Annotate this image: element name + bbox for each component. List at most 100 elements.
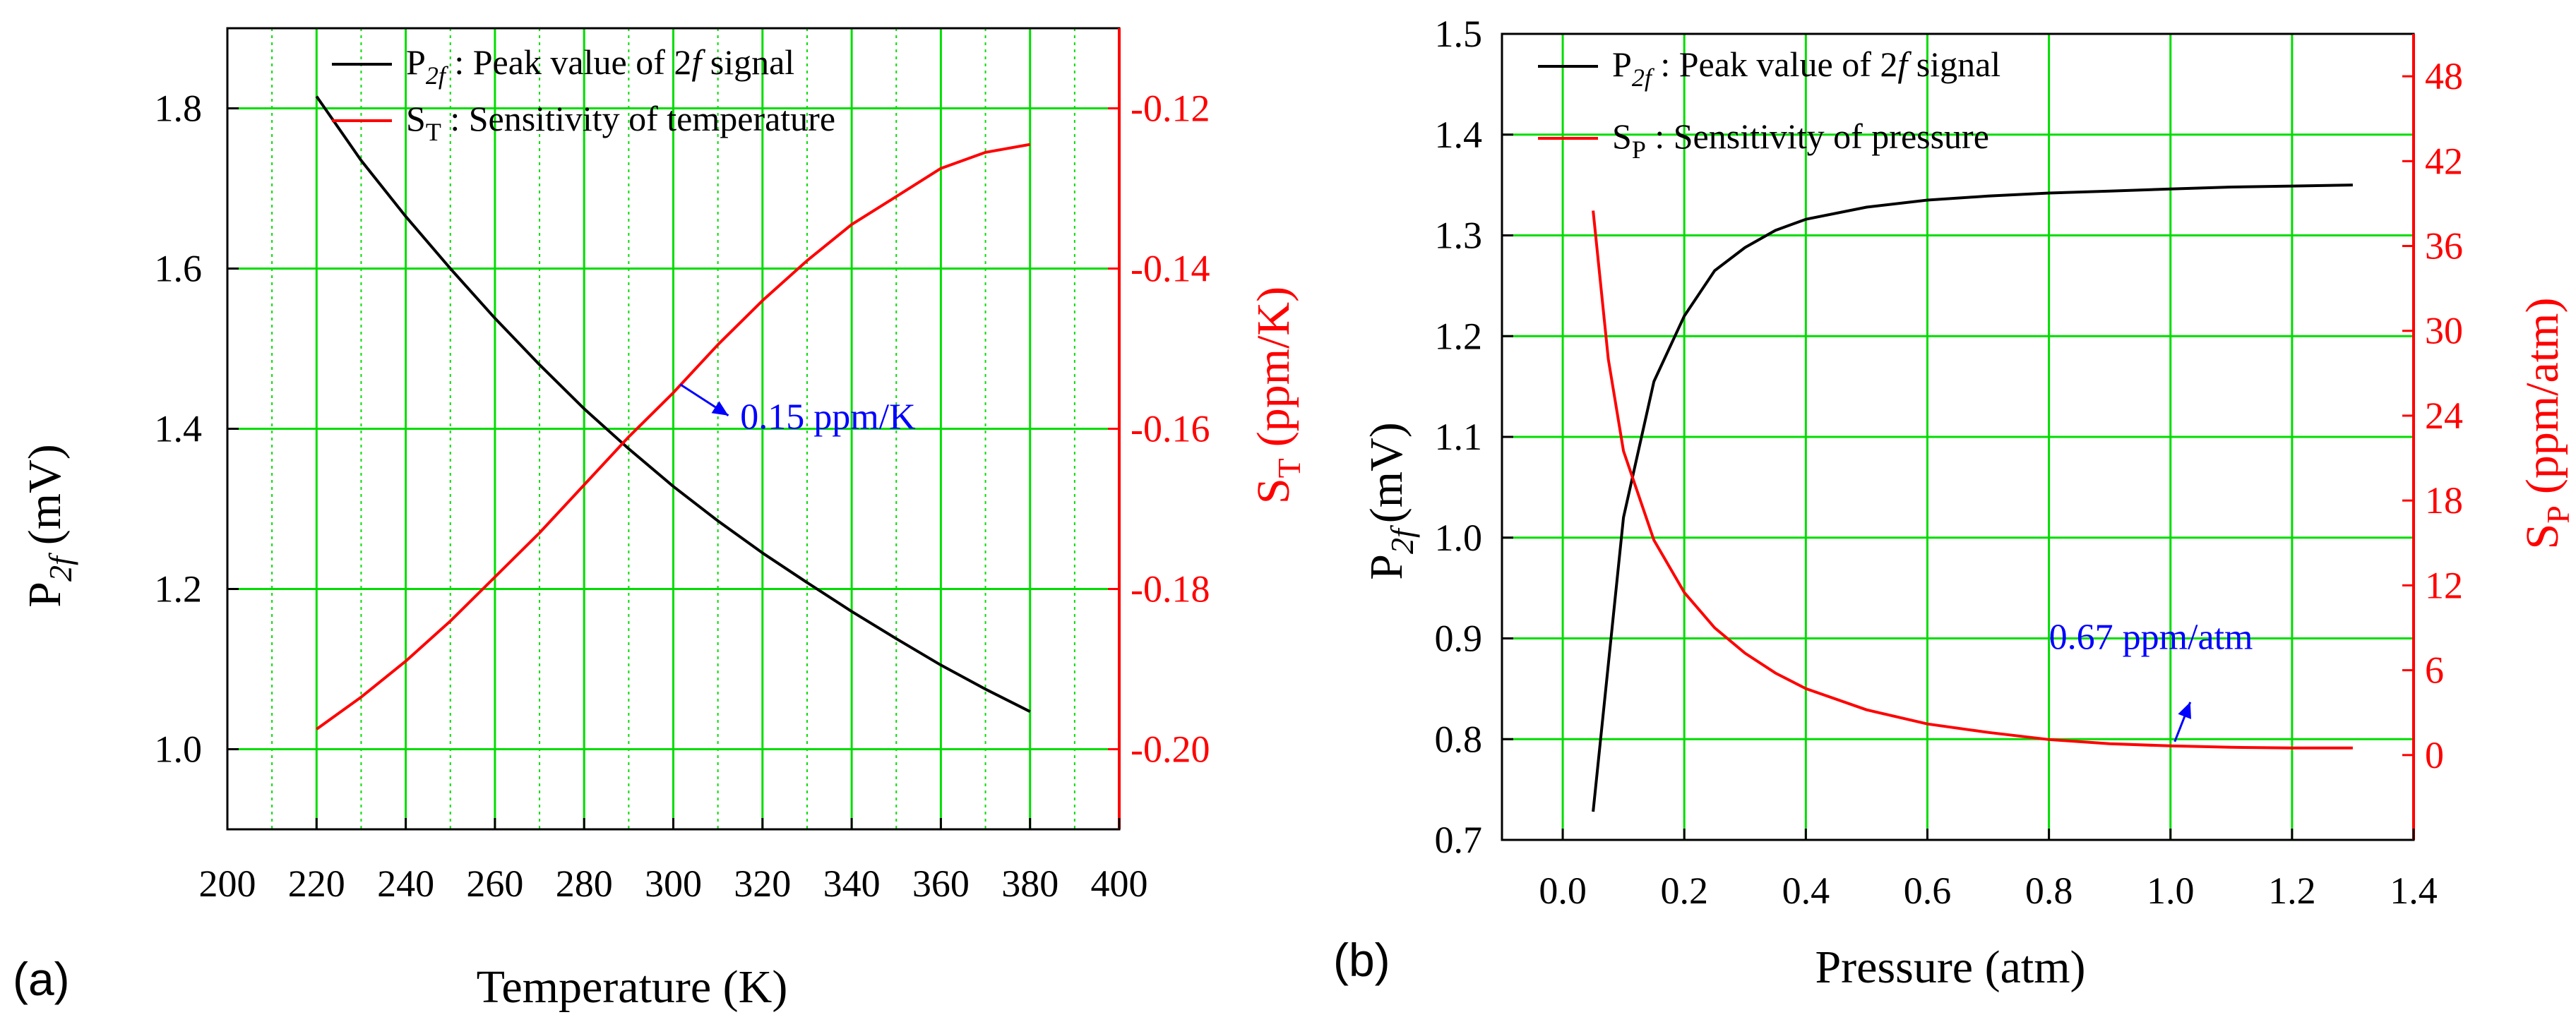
panel-a-x-tick-label: 360 [912,862,970,905]
panel-a-left-axis-label: P2f (mV) [19,444,78,607]
panel-a-x-tick-label: 320 [734,862,791,905]
panel-b-right-axis-label-sub: P [2540,505,2576,524]
panel-b-x-axis-label: Pressure (atm) [1815,942,2085,993]
panel-a-left-axis-label-main: P [19,582,71,608]
panel-b-left-axis-label-sub: 2f [1384,524,1420,554]
panel-b-legend: P2f : Peak value of 2f signal SP : Sensit… [1538,44,2000,164]
panel-a-right-tick-label: -0.18 [1131,568,1210,611]
panel-b-right-tick-label: 0 [2425,734,2444,776]
panel-a-right-axis-label-sub: T [1271,458,1307,478]
panel-b-legend-main: S [1612,116,1632,156]
panel-b: 0.0 0.2 0.4 0.6 0.8 1.0 1.2 1.4 0.7 0.8 0.9 1.0 1.1 1… [1333,13,2576,993]
panel-a-right-axis-label-unit: (ppm/K) [1248,287,1299,447]
panel-a-annotation-arrow-head [711,401,729,416]
panel-a-left-tick-label: 1.8 [155,88,203,130]
panel-a-legend-sub: 2f [426,61,449,90]
panel-b-grid [1502,32,2415,841]
panel-a-ticks [226,28,1121,829]
panel-a-series [315,95,1031,731]
panel-b-x-tick-label: 0.0 [1539,870,1587,912]
panel-a-left-tick-label: 1.2 [155,568,203,611]
panel-a-annotation-text: 0.15 ppm/K [740,397,916,438]
panel-b-left-tick-label: 1.1 [1435,416,1483,458]
panel-a-left-tick-label: 1.4 [155,408,203,450]
panel-b-left-tick-label: 1.3 [1435,215,1483,257]
panel-a-x-tick-label: 260 [466,862,523,905]
panel-b-legend-sub: P [1632,136,1646,164]
panel-b-x-tick-label: 0.2 [1660,870,1708,912]
panel-b-series-sp-line [1592,210,2353,750]
panel-b-left-tick-label: 1.2 [1435,315,1483,357]
panel-b-right-tick-label: 12 [2425,564,2463,606]
panel-a-legend-entry-st: ST : Sensitivity of temperature [406,99,835,146]
panel-a-x-tick-label: 220 [288,862,345,905]
panel-a-right-axis-label: ST (ppm/K) [1248,287,1307,504]
panel-b-right-axis-label: SP (ppm/atm) [2517,298,2576,550]
panel-b-x-tick-label: 0.8 [2025,870,2073,912]
panel-b-left-tick-label: 0.7 [1435,819,1483,861]
panel-a: 200 220 240 260 280 300 320 340 360 380 400 1.0 1.2 1… [13,27,1307,1013]
panel-a-right-tick-label: -0.20 [1131,728,1210,771]
panel-b-x-tick-label: 1.4 [2390,870,2438,912]
panel-a-legend-text: : Sensitivity of temperature [441,99,835,138]
panel-a-legend: P2f : Peak value of 2f signal ST : Sensit… [332,42,835,146]
panel-a-x-tick-label: 340 [823,862,881,905]
panel-b-right-tick-label: 24 [2425,395,2463,437]
panel-a-left-tick-label: 1.6 [155,248,203,290]
panel-b-x-tick-label: 1.0 [2147,870,2195,912]
panel-a-legend-entry-p2f: P2f : Peak value of 2f signal [406,42,794,90]
panel-b-right-tick-label: 18 [2425,479,2463,522]
panel-b-legend-sub: 2f [1632,64,1655,92]
panel-a-x-axis-label: Temperature (K) [477,961,788,1013]
panel-b-left-tick-label: 1.5 [1435,13,1483,55]
panel-b-right-tick-label: 36 [2425,225,2463,267]
panel-a-x-tick-label: 280 [556,862,613,905]
panel-b-legend-entry-sp: SP : Sensitivity of pressure [1612,116,1989,164]
panel-b-series [1592,184,2353,812]
panel-b-annotation: 0.67 ppm/atm [2049,618,2253,743]
panel-a-right-tick-label: -0.14 [1131,248,1210,290]
panel-b-series-p2f-line [1592,184,2353,812]
panel-a-x-tick-label: 380 [1001,862,1059,905]
panel-b-legend-tail: signal [1907,44,2000,84]
panel-b-left-tick-label: 1.4 [1435,114,1483,156]
panel-a-legend-sub: T [426,118,441,146]
panel-b-legend-main: P [1612,44,1632,84]
panel-b-left-axis-label-main: P [1361,554,1412,580]
panel-b-legend-text: : Sensitivity of pressure [1646,116,1989,156]
panel-a-legend-tail: signal [701,42,794,82]
panel-a-right-tick-label: -0.12 [1131,88,1210,130]
panel-a-x-tick-label: 240 [377,862,434,905]
panel-b-left-tick-label: 1.0 [1435,517,1483,559]
panel-a-left-axis-label-unit: (mV) [19,444,71,545]
panel-a-tick-labels: 200 220 240 260 280 300 320 340 360 380 400 1.0 1.2 1… [155,88,1210,906]
panel-b-tick-labels: 0.0 0.2 0.4 0.6 0.8 1.0 1.2 1.4 0.7 0.8 0.9 1.0 1.1 1… [1435,13,2464,912]
panel-b-right-tick-label: 30 [2425,310,2463,352]
panel-a-left-axis-label-sub: 2f [42,552,78,582]
panel-b-right-axis-label-main: S [2517,524,2568,550]
panel-a-x-tick-label: 200 [199,862,256,905]
panel-b-legend-entry-p2f: P2f : Peak value of 2f signal [1612,44,2000,92]
panel-a-label: (a) [13,953,70,1005]
panel-b-left-axis-label: P2f(mV) [1361,422,1420,579]
panel-a-legend-text: : Peak value of 2 [446,42,692,82]
panel-b-right-axis-label-unit: (ppm/atm) [2517,298,2568,495]
panel-a-x-tick-label: 400 [1091,862,1148,905]
panel-b-x-tick-label: 0.6 [1904,870,1952,912]
panel-a-legend-main: P [406,42,426,82]
panel-b-legend-text: : Peak value of 2 [1652,44,1898,84]
panel-a-x-tick-label: 300 [645,862,702,905]
panel-b-right-tick-label: 42 [2425,140,2463,182]
panel-b-right-tick-label: 48 [2425,55,2463,97]
panel-a-series-p2f-line [315,95,1031,713]
panel-b-left-axis-label-unit: (mV) [1361,422,1412,523]
panel-b-annotation-arrow-head [2178,702,2191,719]
panel-a-right-axis-label-main: S [1248,478,1299,504]
panel-b-ticks [1502,32,2415,841]
panel-a-series-st-line [316,143,1031,731]
panel-a-left-tick-label: 1.0 [155,728,203,771]
panel-b-left-tick-label: 0.8 [1435,718,1483,760]
panel-a-annotation: 0.15 ppm/K [679,383,916,438]
